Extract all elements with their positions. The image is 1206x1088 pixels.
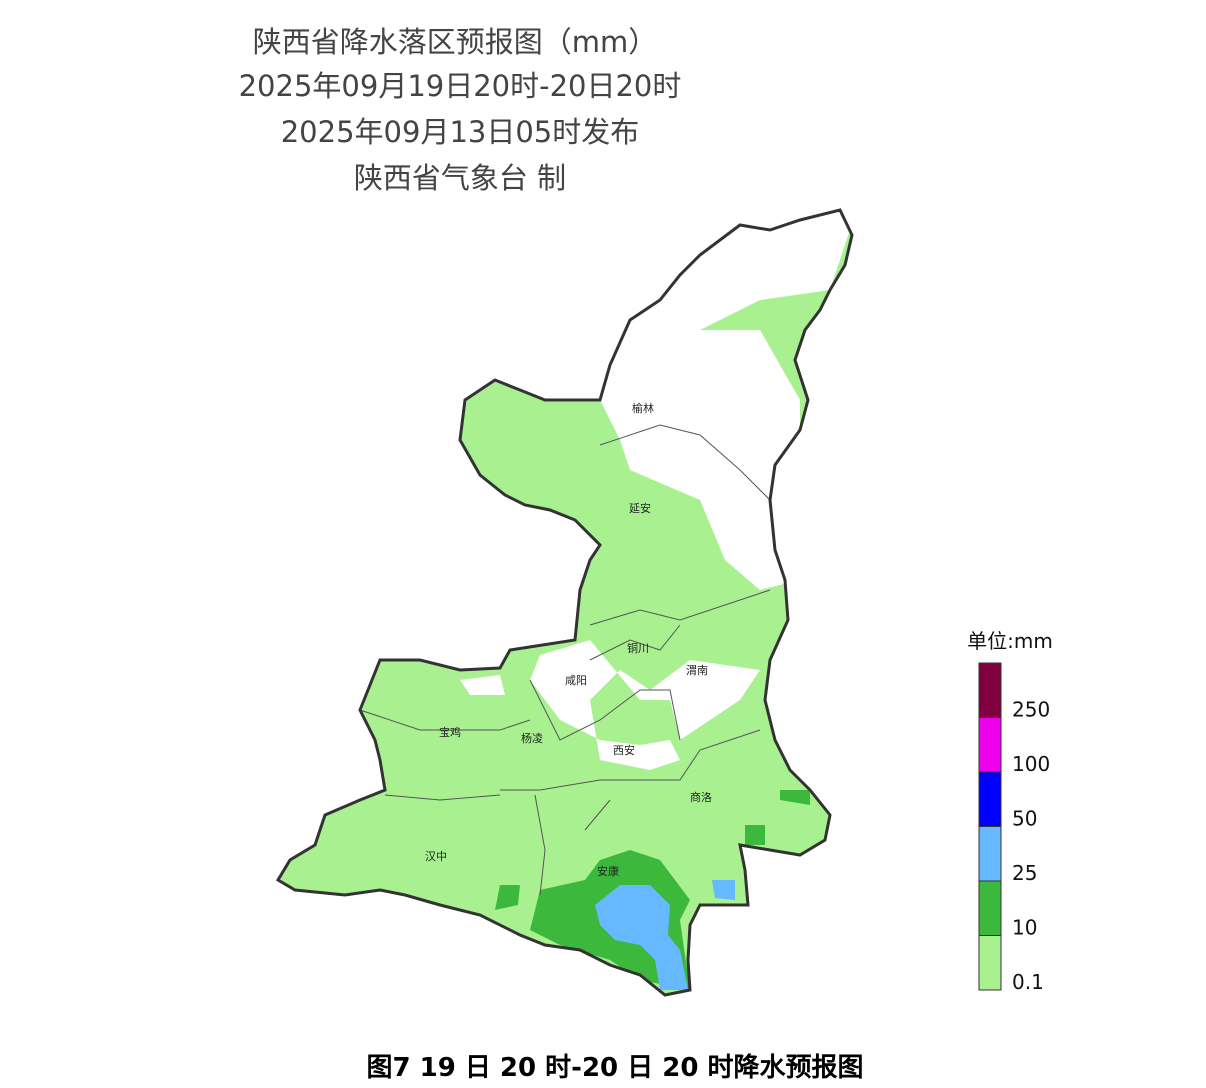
- legend-swatch: [978, 771, 1002, 827]
- city-label: 汉中: [425, 850, 447, 863]
- legend-label: 25: [1012, 861, 1037, 885]
- legend-label: 50: [1012, 807, 1037, 831]
- city-label: 安康: [597, 864, 619, 878]
- legend-unit: 单位:mm: [967, 629, 1053, 653]
- city-label: 咸阳: [565, 674, 587, 687]
- legend-label: 0.1: [1012, 970, 1044, 994]
- city-label: 杨凌: [521, 731, 543, 745]
- city-label: 铜川: [627, 641, 649, 655]
- city-label: 榆林: [632, 401, 654, 415]
- period: 2025年09月19日20时-20日20时: [239, 69, 682, 103]
- legend-label: 10: [1012, 916, 1037, 940]
- legend-label: 100: [1012, 752, 1050, 776]
- city-label: 渭南: [686, 664, 708, 677]
- boundaries: [359, 424, 771, 896]
- legend: 0.1 10 25 50 100 250: [978, 662, 1050, 994]
- issuer: 陕西省气象台 制: [354, 161, 566, 195]
- legend-swatch: [978, 880, 1002, 936]
- legend-swatch: [978, 935, 1002, 991]
- title: 陕西省降水落区预报图（mm）: [253, 25, 658, 59]
- issued: 2025年09月13日05时发布: [281, 115, 640, 149]
- city-label: 延安: [629, 501, 651, 515]
- city-label: 商洛: [690, 790, 712, 804]
- city-label: 宝鸡: [439, 725, 461, 739]
- city-label: 西安: [613, 743, 635, 757]
- legend-label: 250: [1012, 698, 1050, 722]
- legend-swatch: [978, 717, 1002, 773]
- legend-swatch: [978, 826, 1002, 882]
- legend-swatch: [978, 662, 1002, 718]
- caption: 图7 19 日 20 时-20 日 20 时降水预报图: [367, 1052, 864, 1083]
- map: [278, 210, 852, 995]
